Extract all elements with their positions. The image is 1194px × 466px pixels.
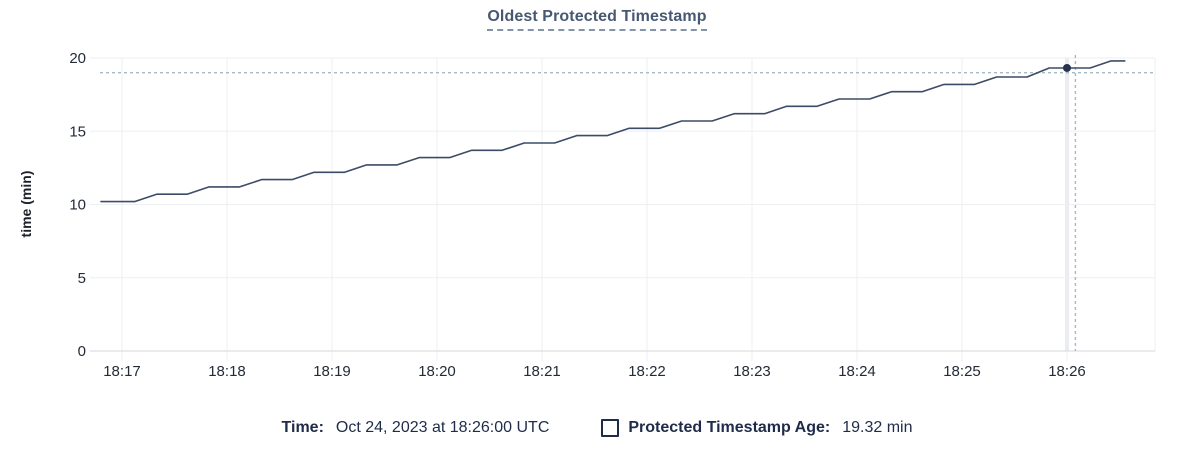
legend-time-label: Time: [281,419,324,436]
y-tick-label: 15 [69,123,86,140]
hovered-data-point[interactable] [1063,63,1071,72]
x-tick-label: 18:18 [208,363,246,380]
x-tick-label: 18:23 [733,363,771,380]
x-tick-label: 18:20 [418,363,456,380]
chart-title[interactable]: Oldest Protected Timestamp [487,8,707,31]
y-tick-label: 0 [78,343,86,360]
series-toggle-checkbox-icon[interactable] [601,419,620,437]
x-tick-label: 18:24 [838,363,876,380]
x-tick-label: 18:21 [523,363,561,380]
series-line[interactable] [100,60,1126,203]
legend-series-group: Protected Timestamp Age: 19.32 min [601,419,912,437]
chart-title-row: Oldest Protected Timestamp [0,8,1194,31]
plot-area[interactable]: 18:17 18:18 18:19 18:20 18:21 18:22 18:23 18:24… [0,0,1194,400]
chart-legend: Time: Oct 24, 2023 at 18:26:00 UTC Prote… [0,419,1194,437]
x-tick-label: 18:17 [103,363,141,380]
x-tick-label: 18:22 [628,363,666,380]
y-tick-label: 5 [78,270,86,287]
legend-series-value: 19.32 min [842,419,913,436]
legend-time-value: Oct 24, 2023 at 18:26:00 UTC [335,419,550,436]
x-tick-label: 18:25 [943,363,981,380]
legend-time-group: Time: Oct 24, 2023 at 18:26:00 UTC [282,419,550,437]
y-axis-title: time (min) [18,171,34,238]
x-tick-label: 18:26 [1048,363,1086,380]
legend-series-label: Protected Timestamp Age: [628,419,831,436]
y-tick-label: 10 [69,197,86,214]
x-tick-label: 18:19 [313,363,351,380]
y-tick-label: 20 [69,50,86,67]
